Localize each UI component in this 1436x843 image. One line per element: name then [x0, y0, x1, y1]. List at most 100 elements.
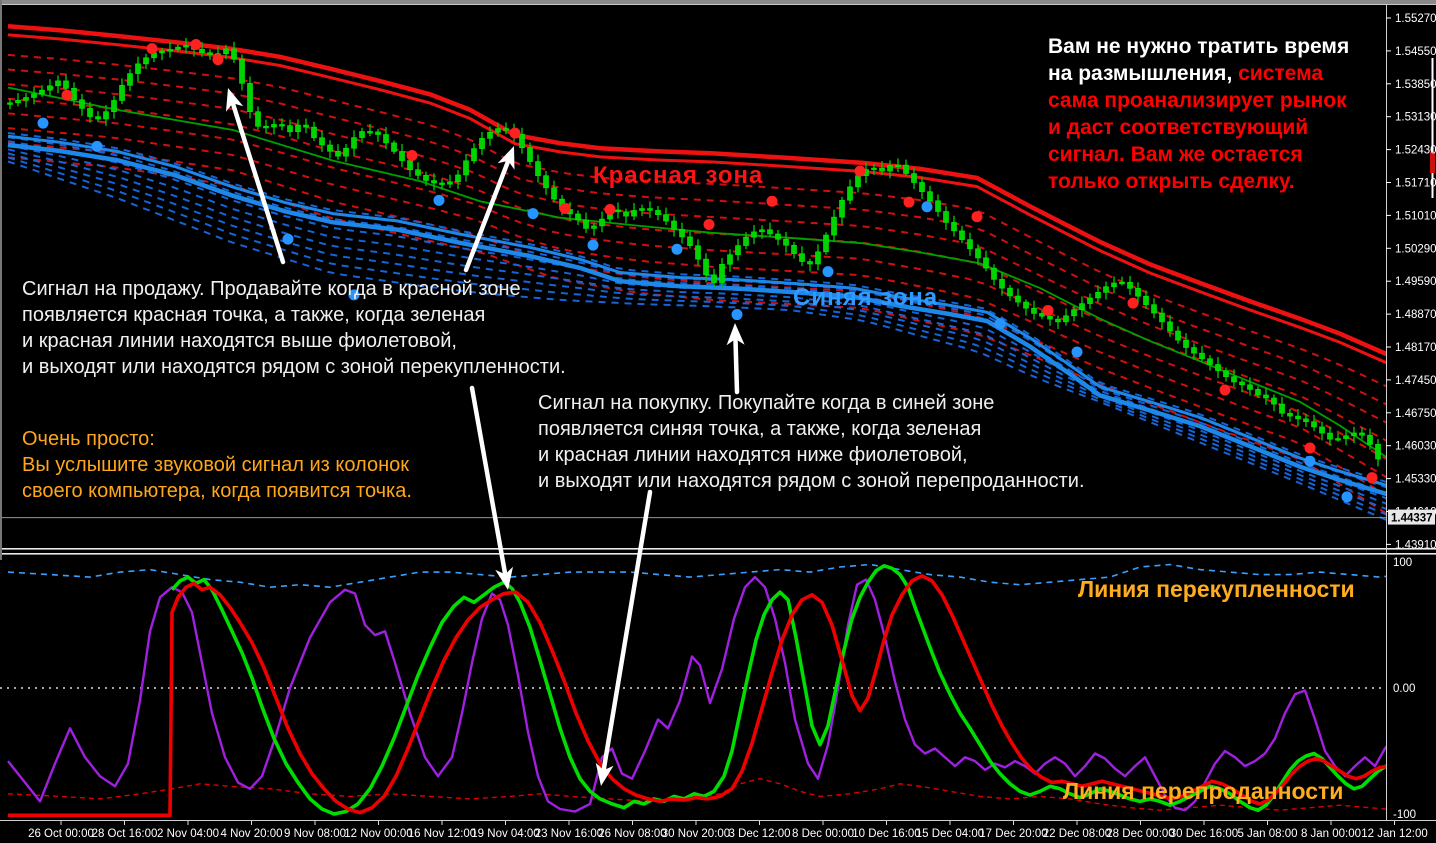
blue-zone-dashed-line [7, 152, 1386, 511]
oscillator-green-line [170, 563, 1386, 816]
buy-signal-note: Сигнал на покупку. Покупайте когда в син… [538, 390, 1085, 494]
arrow-head [595, 762, 614, 786]
sell-signal-dot [1042, 304, 1054, 316]
sell-signal-dot [406, 150, 418, 162]
time-tick-label: 2 Nov 04:00 [157, 828, 219, 840]
red-zone-outer-line2 [7, 33, 1386, 365]
time-tick-label: 19 Nov 04:00 [471, 828, 539, 840]
panel-separator[interactable] [0, 548, 1436, 550]
advice-line: и даст соответствующий [1048, 116, 1309, 139]
arrow-head [726, 323, 745, 346]
buy-signal-dot [348, 289, 360, 301]
buy-note-line: появляется синяя точка, а также, когда з… [538, 418, 982, 440]
arrow-shaft [601, 489, 653, 773]
oscillator-tick-label: -100 [1393, 809, 1416, 821]
advice-line: сигнал. Вам же остается [1048, 143, 1303, 166]
price-tick-label: 1.43910 [1395, 539, 1436, 551]
time-tick-label: 8 Dec 00:00 [792, 828, 854, 840]
oversold-line-label: Линия перепроданности [1063, 778, 1344, 804]
red-zone-label: Красная зона [593, 162, 764, 189]
time-tick-label: 9 Nov 08:00 [284, 828, 346, 840]
sell-signal-dot [509, 127, 521, 139]
blue-zone-dashed-line [7, 160, 1386, 521]
price-tick-label: 1.51710 [1395, 178, 1436, 190]
price-tick-label: 1.52430 [1395, 145, 1436, 157]
buy-signal-dot [527, 208, 539, 220]
overbought-dashed-line [7, 563, 1386, 589]
advice-line: Вам не нужно тратить время [1048, 35, 1350, 58]
red-zone-outer-line [7, 23, 1386, 357]
buy-signal-dot [822, 266, 834, 278]
time-tick-label: 28 Oct 16:00 [92, 828, 158, 840]
arrow-shaft [230, 101, 286, 265]
sell-signal-dot [1304, 442, 1316, 454]
arrow-head [226, 88, 244, 112]
sound-alert-line: Очень просто: [22, 428, 155, 450]
advice-line: сама проанализирует рынок [1048, 89, 1347, 112]
time-tick-label: 12 Nov 00:00 [344, 828, 412, 840]
buy-signal-dot [433, 194, 445, 206]
arrow-head [495, 566, 513, 590]
price-axis[interactable]: 1.55270 1.54550 1.53850 1.53130 1.52430 1.517… [1386, 13, 1436, 821]
blue-zone-outer-line2 [7, 134, 1386, 487]
sell-signal-dot [146, 43, 158, 55]
price-tick-label: 1.48170 [1395, 342, 1436, 354]
oscillator-purple-line [7, 575, 1386, 813]
time-tick-label: 15 Dec 04:00 [916, 828, 984, 840]
price-tick-label: 1.46750 [1395, 408, 1436, 420]
time-tick-label: 16 Nov 12:00 [408, 828, 476, 840]
buy-signal-dot [1071, 346, 1083, 358]
oscillator-tick-label: 100 [1393, 557, 1412, 569]
buy-note-line: Сигнал на покупку. Покупайте когда в син… [538, 392, 995, 414]
buy-signal-dot [91, 140, 103, 152]
sound-alert-line: своего компьютера, когда появится точка. [22, 480, 412, 502]
sell-signal-dot [61, 89, 73, 101]
sell-signal-dot [1127, 297, 1139, 309]
sell-signal-dot [1219, 384, 1231, 396]
buy-signal-dot [587, 239, 599, 251]
price-tick-label: 1.51010 [1395, 210, 1436, 222]
sound-alert-line: Вы услышите звуковой сигнал из колонок [22, 454, 409, 476]
price-tick-label: 1.49590 [1395, 276, 1436, 288]
arrow-shaft [463, 158, 511, 273]
right-edge-marker [1430, 152, 1435, 173]
advice-line-accent: система [1238, 62, 1324, 85]
buy-signal-dot [1304, 455, 1316, 467]
candles [7, 37, 1381, 467]
time-tick-label: 3 Dec 12:00 [728, 828, 790, 840]
ma-line [7, 86, 1386, 458]
time-tick-label: 26 Oct 00:00 [28, 828, 94, 840]
price-tick-label: 1.47450 [1395, 375, 1436, 387]
arrow-head [497, 146, 515, 170]
sell-signal-dot [971, 211, 983, 223]
sell-signal-dot [1366, 472, 1378, 484]
blue-zone-dashed-line [7, 148, 1386, 505]
oversold-dashed-line [7, 777, 1386, 811]
time-tick-label: 10 Dec 16:00 [852, 828, 920, 840]
buy-signal-dot [994, 318, 1006, 330]
current-price-value: 1.44337 [1391, 513, 1433, 525]
arrow-shaft [733, 336, 740, 395]
sell-note-line: и красная линии находятся выше фиолетово… [22, 330, 457, 352]
main-chart-area[interactable] [0, 23, 1400, 526]
time-tick-label: 26 Nov 08:00 [598, 828, 666, 840]
price-tick-label: 1.54550 [1395, 46, 1436, 58]
oscillator-area[interactable] [0, 563, 1400, 818]
price-tick-label: 1.48870 [1395, 309, 1436, 321]
window-top-border [0, 0, 1436, 5]
buy-note-line: и выходят или находятся рядом с зоной пе… [538, 470, 1085, 492]
sell-note-line: появляется красная точка, а также, когда… [22, 304, 486, 326]
advice-note: Вам не нужно тратить время на размышлени… [1048, 33, 1349, 195]
price-tick-label: 1.50290 [1395, 243, 1436, 255]
red-zone-dashed-line [7, 141, 1386, 497]
buy-signal-dot [671, 243, 683, 255]
advice-line: на размышления, [1048, 62, 1239, 85]
buy-signal-dot [731, 309, 743, 321]
sell-note-line: Сигнал на продажу. Продавайте когда в кр… [22, 278, 521, 300]
time-tick-label: 4 Nov 20:00 [220, 828, 282, 840]
price-tick-label: 1.53130 [1395, 112, 1436, 124]
red-zone-dashed-line [7, 83, 1386, 424]
